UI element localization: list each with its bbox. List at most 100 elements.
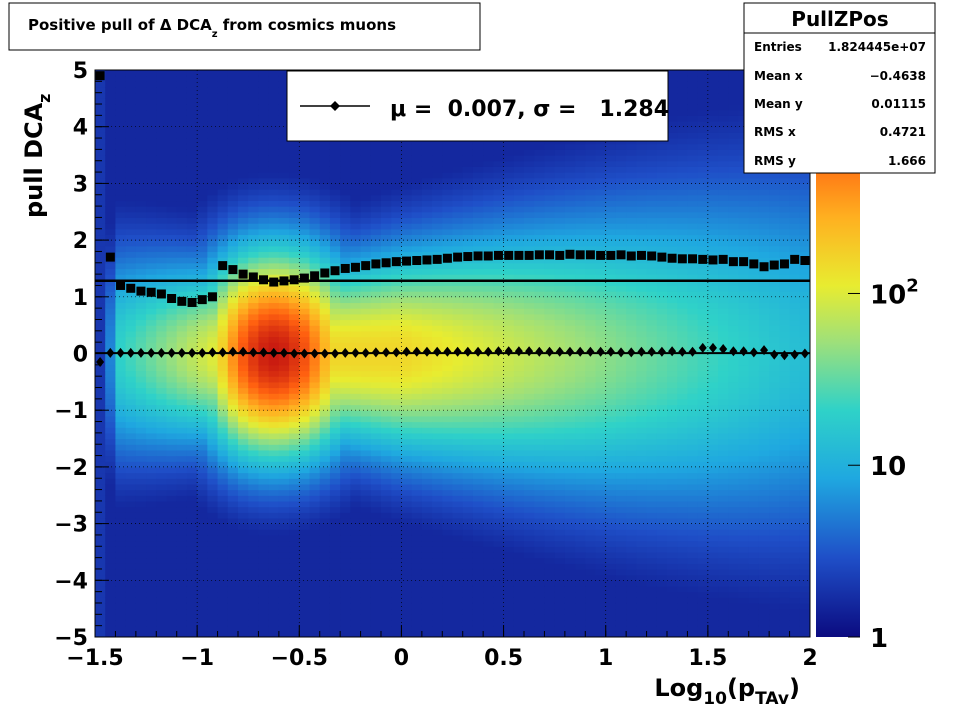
heatmap-cell (289, 223, 300, 230)
heatmap-cell (278, 262, 290, 270)
heatmap-cell (483, 364, 494, 372)
heatmap-cell (360, 472, 372, 479)
heatmap-cell (462, 393, 474, 400)
heatmap-cell (595, 546, 607, 553)
heatmap-cell (227, 483, 239, 491)
heatmap-cell (442, 432, 454, 440)
heatmap-cell (524, 523, 535, 530)
heatmap-cell (503, 574, 515, 581)
heatmap-cell (258, 517, 270, 525)
heatmap-cell (268, 568, 280, 576)
heatmap-cell (125, 217, 137, 224)
heatmap-cell (248, 478, 260, 485)
heatmap-cell (319, 393, 331, 400)
heatmap-cell (258, 415, 270, 423)
heatmap-cell (462, 302, 474, 309)
heatmap-cell (483, 585, 494, 593)
heatmap-cell (595, 206, 607, 213)
heatmap-cell (156, 172, 168, 179)
heatmap-cell (238, 421, 249, 428)
heatmap-cell (258, 574, 270, 581)
heatmap-cell (186, 268, 198, 275)
heatmap-cell (585, 189, 597, 196)
heatmap-cell (207, 132, 219, 139)
heatmap-cell (289, 285, 300, 292)
heatmap-cell (340, 364, 351, 372)
heatmap-cell (135, 223, 147, 230)
heatmap-cell (524, 189, 535, 196)
heatmap-cell (319, 166, 331, 173)
heatmap-cell (309, 296, 321, 304)
heatmap-cell (452, 438, 464, 445)
heatmap-cell (176, 523, 188, 530)
heatmap-cell (524, 489, 535, 496)
heatmap-cell (278, 478, 290, 485)
heatmap-cell (95, 194, 106, 202)
heatmap-cell (595, 172, 607, 179)
heatmap-cell (493, 619, 505, 627)
heatmap-cell (186, 115, 198, 122)
heatmap-cell (462, 534, 474, 542)
heatmap-cell (452, 557, 464, 564)
heatmap-cell (248, 325, 260, 332)
heatmap-cell (513, 364, 525, 372)
heatmap-cell (340, 279, 351, 287)
heatmap-cell (115, 608, 127, 615)
heatmap-cell (585, 313, 597, 321)
heatmap-cell (299, 296, 311, 304)
heatmap-cell (115, 557, 127, 564)
heatmap-cell (146, 608, 157, 615)
heatmap-cell (401, 410, 413, 417)
heatmap-cell (575, 500, 586, 508)
heatmap-cell (95, 104, 106, 111)
heatmap-cell (524, 534, 535, 542)
heatmap-cell (513, 177, 525, 184)
heatmap-cell (442, 546, 454, 553)
heatmap-cell (442, 166, 454, 173)
heatmap-cell (524, 512, 535, 519)
heatmap-cell (319, 608, 331, 615)
heatmap-cell (370, 194, 382, 202)
heatmap-cell (217, 364, 229, 372)
heatmap-cell (585, 602, 597, 610)
heatmap-cell (115, 619, 127, 627)
heatmap-cell (207, 336, 219, 343)
heatmap-cell (462, 461, 474, 468)
heatmap-cell (227, 149, 239, 156)
heatmap-cell (227, 217, 239, 224)
heatmap-cell (258, 81, 270, 88)
heatmap-cell (146, 381, 157, 389)
heatmap-cell (207, 529, 219, 536)
heatmap-cell (370, 364, 382, 372)
heatmap-cell (544, 223, 556, 230)
heatmap-cell (197, 75, 208, 82)
heatmap-cell (564, 166, 576, 173)
heatmap-cell (227, 228, 239, 236)
heatmap-cell (524, 619, 535, 627)
heatmap-cell (452, 183, 464, 190)
heatmap-cell (95, 155, 106, 162)
heatmap-cell (227, 126, 239, 133)
heatmap-cell (452, 325, 464, 332)
heatmap-cell (166, 115, 178, 122)
heatmap-cell (217, 160, 229, 167)
heatmap-cell (421, 449, 433, 457)
heatmap-cell (421, 568, 433, 576)
heatmap-cell (472, 313, 484, 321)
heatmap-cell (125, 319, 137, 326)
heatmap-cell (268, 597, 280, 604)
heatmap-cell (227, 223, 239, 230)
heatmap-cell (289, 483, 300, 491)
heatmap-cell (95, 257, 106, 264)
heatmap-cell (370, 336, 382, 343)
heatmap-cell (350, 614, 362, 621)
heatmap-cell (585, 166, 597, 173)
heatmap-cell (524, 563, 535, 570)
heatmap-cell (105, 302, 117, 309)
heatmap-cell (544, 478, 556, 485)
heatmap-cell (105, 313, 117, 321)
heatmap-cell (554, 512, 566, 519)
heatmap-cell (595, 427, 607, 434)
heatmap-cell (585, 211, 597, 219)
heatmap-cell (513, 387, 525, 394)
